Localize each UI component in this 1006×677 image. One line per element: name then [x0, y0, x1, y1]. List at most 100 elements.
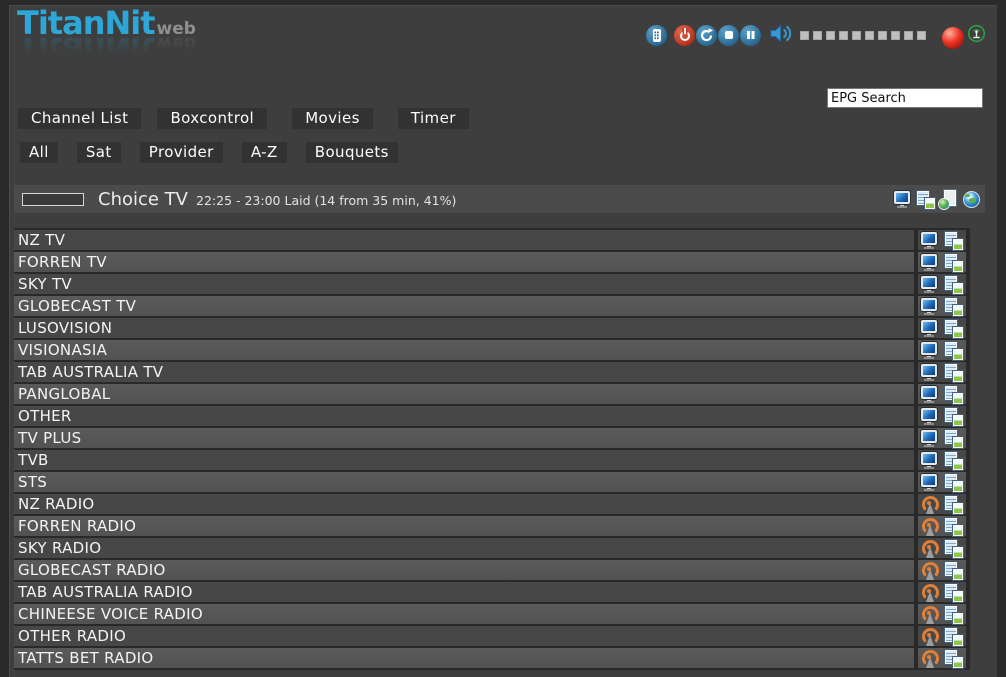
filter-provider[interactable]: Provider: [139, 142, 223, 163]
filter-sat[interactable]: Sat: [76, 142, 121, 163]
transmitter-icon[interactable]: [967, 24, 986, 47]
channel-name[interactable]: NZ RADIO: [14, 494, 914, 514]
channel-name[interactable]: TAB AUSTRALIA TV: [14, 362, 914, 382]
volume-segment[interactable]: [813, 30, 822, 40]
channel-row[interactable]: STS: [14, 472, 970, 492]
volume-segment[interactable]: [891, 30, 900, 40]
screen-icon[interactable]: [893, 190, 913, 209]
epg-icon[interactable]: [944, 495, 964, 514]
epg-icon[interactable]: [944, 627, 964, 646]
channel-row[interactable]: SKY TV: [14, 274, 970, 294]
volume-segment[interactable]: [852, 30, 861, 40]
radio-icon[interactable]: [920, 561, 940, 580]
reload-icon[interactable]: [696, 24, 717, 46]
tv-icon[interactable]: [920, 341, 940, 360]
channel-name[interactable]: TV PLUS: [14, 428, 914, 448]
channel-row[interactable]: GLOBECAST TV: [14, 296, 970, 316]
speaker-icon[interactable]: [769, 23, 794, 48]
channel-name[interactable]: FORREN RADIO: [14, 516, 914, 536]
tv-icon[interactable]: [920, 363, 940, 382]
epg-icon[interactable]: [944, 341, 964, 360]
epg-icon[interactable]: [944, 539, 964, 558]
tv-icon[interactable]: [920, 473, 940, 492]
volume-segment[interactable]: [865, 30, 874, 40]
tv-icon[interactable]: [920, 451, 940, 470]
epg-icon[interactable]: [944, 605, 964, 624]
epg-list-icon[interactable]: [916, 190, 936, 209]
channel-row[interactable]: LUSOVISION: [14, 318, 970, 338]
radio-icon[interactable]: [920, 605, 940, 624]
channel-row[interactable]: NZ RADIO: [14, 494, 970, 514]
remote-control-icon[interactable]: [646, 24, 667, 46]
channel-row[interactable]: TVB: [14, 450, 970, 470]
channel-name[interactable]: TAB AUSTRALIA RADIO: [14, 582, 914, 602]
epg-icon[interactable]: [944, 561, 964, 580]
channel-name[interactable]: SKY TV: [14, 274, 914, 294]
channel-name[interactable]: GLOBECAST TV: [14, 296, 914, 316]
tv-icon[interactable]: [920, 253, 940, 272]
volume-segment[interactable]: [917, 30, 926, 40]
volume-segment[interactable]: [826, 30, 835, 40]
channel-name[interactable]: VISIONASIA: [14, 340, 914, 360]
pause-icon[interactable]: [740, 24, 761, 46]
stop-icon[interactable]: [718, 24, 739, 46]
volume-segment[interactable]: [839, 30, 848, 40]
channel-row[interactable]: CHINEESE VOICE RADIO: [14, 604, 970, 624]
tv-icon[interactable]: [920, 297, 940, 316]
epg-icon[interactable]: [944, 407, 964, 426]
channel-row[interactable]: VISIONASIA: [14, 340, 970, 360]
tv-icon[interactable]: [920, 275, 940, 294]
power-icon[interactable]: [674, 24, 695, 46]
epg-icon[interactable]: [944, 253, 964, 272]
channel-row[interactable]: TATTS BET RADIO: [14, 648, 970, 668]
radio-icon[interactable]: [920, 583, 940, 602]
channel-row[interactable]: FORREN RADIO: [14, 516, 970, 536]
channel-name[interactable]: NZ TV: [14, 230, 914, 250]
epg-icon[interactable]: [944, 363, 964, 382]
filter-az[interactable]: A-Z: [241, 142, 287, 163]
channel-row[interactable]: OTHER RADIO: [14, 626, 970, 646]
channel-row[interactable]: TAB AUSTRALIA TV: [14, 362, 970, 382]
channel-row[interactable]: OTHER: [14, 406, 970, 426]
radio-icon[interactable]: [920, 517, 940, 536]
tv-icon[interactable]: [920, 385, 940, 404]
tab-boxcontrol[interactable]: Boxcontrol: [157, 108, 268, 129]
channel-name[interactable]: CHINEESE VOICE RADIO: [14, 604, 914, 624]
volume-segment[interactable]: [904, 30, 913, 40]
tab-timer[interactable]: Timer: [397, 108, 469, 129]
channel-name[interactable]: OTHER: [14, 406, 914, 426]
volume-segment[interactable]: [800, 30, 809, 40]
epg-icon[interactable]: [944, 451, 964, 470]
filter-bouquets[interactable]: Bouquets: [305, 142, 398, 163]
tab-movies[interactable]: Movies: [292, 108, 373, 129]
epg-icon[interactable]: [944, 297, 964, 316]
channel-name[interactable]: PANGLOBAL: [14, 384, 914, 404]
channel-row[interactable]: NZ TV: [14, 230, 970, 250]
epg-search-input[interactable]: [827, 88, 983, 108]
volume-segment[interactable]: [878, 30, 887, 40]
channel-row[interactable]: TV PLUS: [14, 428, 970, 448]
filter-all[interactable]: All: [20, 142, 58, 163]
channel-name[interactable]: SKY RADIO: [14, 538, 914, 558]
radio-icon[interactable]: [920, 539, 940, 558]
tv-icon[interactable]: [920, 319, 940, 338]
channel-row[interactable]: GLOBECAST RADIO: [14, 560, 970, 580]
epg-icon[interactable]: [944, 319, 964, 338]
channel-row[interactable]: TAB AUSTRALIA RADIO: [14, 582, 970, 602]
epg-icon[interactable]: [944, 231, 964, 250]
channel-name[interactable]: STS: [14, 472, 914, 492]
web-epg-icon[interactable]: [939, 189, 959, 209]
epg-icon[interactable]: [944, 275, 964, 294]
radio-icon[interactable]: [920, 495, 940, 514]
epg-icon[interactable]: [944, 429, 964, 448]
channel-name[interactable]: TATTS BET RADIO: [14, 648, 914, 668]
channel-name[interactable]: OTHER RADIO: [14, 626, 914, 646]
tv-icon[interactable]: [920, 231, 940, 250]
radio-icon[interactable]: [920, 627, 940, 646]
epg-icon[interactable]: [944, 385, 964, 404]
epg-icon[interactable]: [944, 473, 964, 492]
tab-channel-list[interactable]: Channel List: [18, 108, 142, 129]
epg-icon[interactable]: [944, 517, 964, 536]
channel-name[interactable]: FORREN TV: [14, 252, 914, 272]
record-indicator-icon[interactable]: [942, 27, 964, 49]
